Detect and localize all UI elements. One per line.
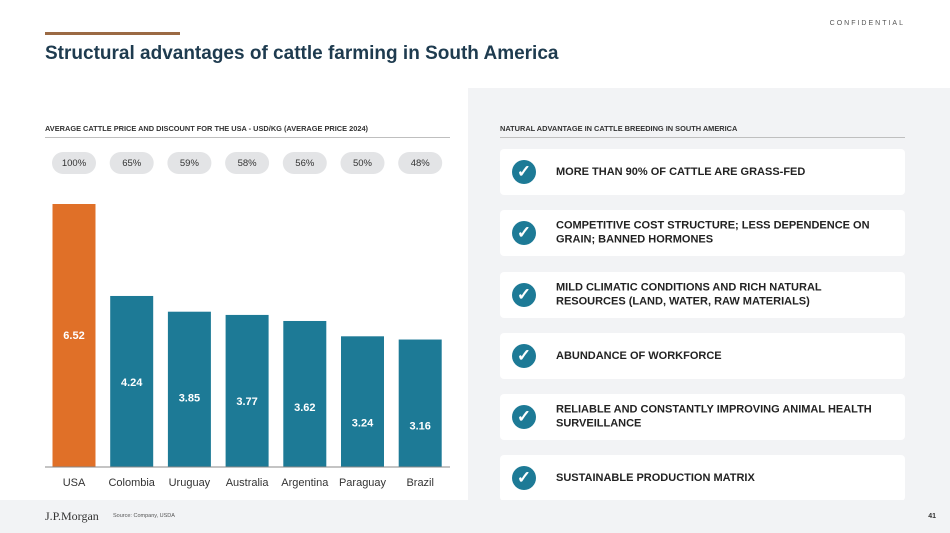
bar-argentina <box>283 320 327 467</box>
category-label: Uruguay <box>169 477 211 489</box>
bar-value-label: 3.16 <box>409 421 430 433</box>
company-logo: J.P.Morgan <box>45 509 99 523</box>
percent-label: 59% <box>180 158 200 169</box>
advantage-card-cost-structure: ✓ COMPETITIVE COST STRUCTURE; LESS DEPEN… <box>500 210 905 256</box>
percent-pill <box>109 152 154 174</box>
percent-pill <box>398 152 443 174</box>
advantage-card-grass-fed: ✓ MORE THAN 90% OF CATTLE ARE GRASS-FED <box>500 149 905 195</box>
check-icon: ✓ <box>512 466 536 490</box>
percent-label: 100% <box>62 158 87 169</box>
advantage-text: RELIABLE AND CONSTANTLY IMPROVING ANIMAL… <box>556 403 872 430</box>
bar-value-label: 3.85 <box>179 393 200 405</box>
percent-pill <box>340 152 385 174</box>
percent-label: 56% <box>295 158 315 169</box>
check-icon: ✓ <box>512 160 536 184</box>
bar-paraguay <box>341 336 384 467</box>
check-icon: ✓ <box>512 221 536 245</box>
footer-bar <box>0 500 950 533</box>
percent-pill <box>282 152 327 174</box>
title-accent-line <box>45 32 180 35</box>
advantage-text: MORE THAN 90% OF CATTLE ARE GRASS-FED <box>556 165 806 178</box>
advantage-card-sustainable: ✓ SUSTAINABLE PRODUCTION MATRIX <box>500 455 905 501</box>
advantage-text: MILD CLIMATIC CONDITIONS AND RICH NATURA… <box>556 281 822 308</box>
percent-label: 48% <box>411 158 431 169</box>
advantage-text: SUSTAINABLE PRODUCTION MATRIX <box>556 471 755 484</box>
percent-label: 50% <box>353 158 373 169</box>
bar-value-label: 4.24 <box>121 377 143 389</box>
category-label: Australia <box>226 477 270 489</box>
bar-uruguay <box>167 311 211 467</box>
bar-usa <box>52 204 96 467</box>
category-label: Brazil <box>406 477 434 489</box>
check-icon: ✓ <box>512 344 536 368</box>
category-label: Colombia <box>108 477 155 489</box>
bar-brazil <box>398 339 442 467</box>
percent-pill <box>225 152 270 174</box>
advantage-text: COMPETITIVE COST STRUCTURE; LESS DEPENDE… <box>556 219 870 246</box>
bar-australia <box>225 314 269 467</box>
bar-value-label: 6.52 <box>63 330 84 342</box>
category-label: USA <box>63 477 86 489</box>
bar-value-label: 3.77 <box>236 396 257 408</box>
advantage-text: ABUNDANCE OF WORKFORCE <box>556 349 722 362</box>
check-icon: ✓ <box>512 405 536 429</box>
advantage-card-animal-health: ✓ RELIABLE AND CONSTANTLY IMPROVING ANIM… <box>500 394 905 440</box>
percent-label: 58% <box>238 158 258 169</box>
check-icon: ✓ <box>512 283 536 307</box>
category-label: Paraguay <box>339 477 387 489</box>
chart-title: AVERAGE CATTLE PRICE AND DISCOUNT FOR TH… <box>45 124 450 138</box>
category-label: Argentina <box>281 477 329 489</box>
advantage-card-climate: ✓ MILD CLIMATIC CONDITIONS AND RICH NATU… <box>500 272 905 318</box>
page-title: Structural advantages of cattle farming … <box>45 43 559 64</box>
page-number: 41 <box>928 513 936 520</box>
percent-label: 65% <box>122 158 142 169</box>
bar-colombia <box>110 295 154 467</box>
bar-chart: 100% 6.52 USA 65% 4.24 Colombia 59% 3.85 Uruguay… <box>45 152 450 489</box>
percent-pill <box>167 152 212 174</box>
source-note: Source: Company, USDA <box>113 513 175 519</box>
percent-pill <box>52 152 96 174</box>
bar-value-label: 3.62 <box>294 402 315 414</box>
bar-value-label: 3.24 <box>352 417 374 429</box>
confidential-label: CONFIDENTIAL <box>829 20 905 27</box>
advantage-card-workforce: ✓ ABUNDANCE OF WORKFORCE <box>500 333 905 379</box>
advantages-title: NATURAL ADVANTAGE IN CATTLE BREEDING IN … <box>500 124 905 138</box>
